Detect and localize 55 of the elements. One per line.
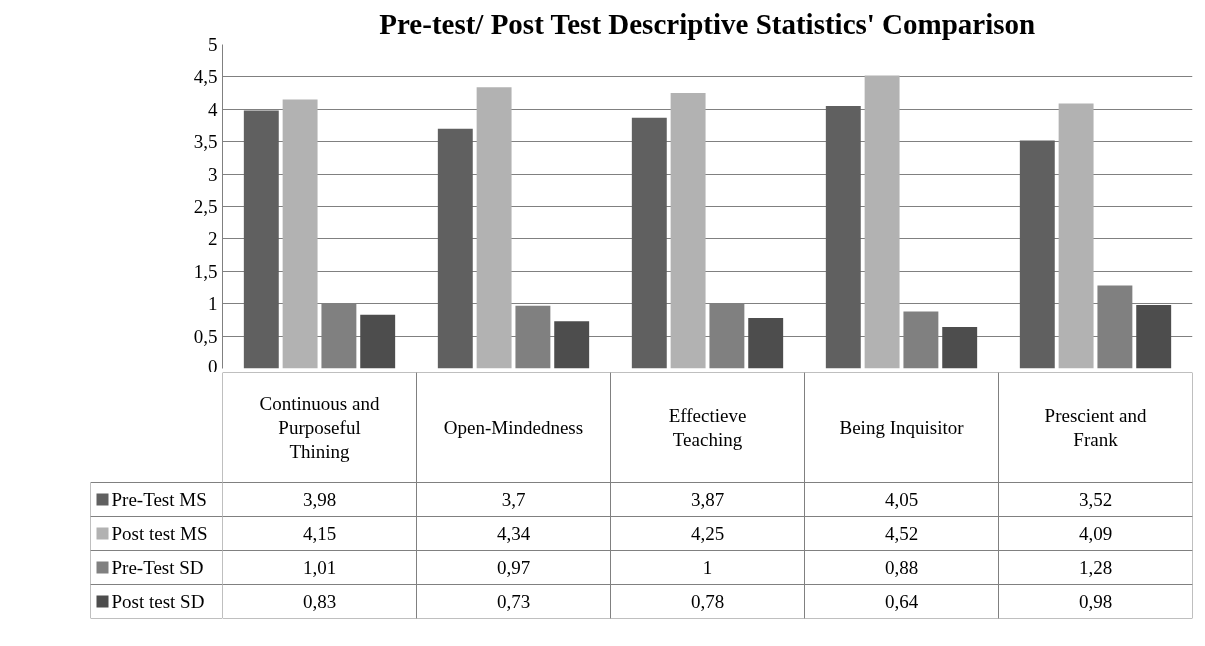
x-tick-label: Continuous and Purposeful Thining (259, 392, 380, 463)
legend-label: Pre-Test SD (111, 557, 204, 578)
bar (864, 75, 900, 369)
data-label: 4,15 (302, 523, 337, 544)
bar (748, 317, 784, 369)
y-tick-label: 1,5 (193, 260, 218, 282)
y-tick-label: 4,5 (193, 66, 218, 88)
data-label: 0,73 (496, 591, 531, 612)
bar (476, 87, 512, 369)
y-tick-label: 2 (208, 228, 218, 250)
y-tick-label: 3 (208, 163, 218, 185)
x-tick-label: Effectieve Teaching (668, 404, 747, 451)
y-tick-label: 0,5 (193, 325, 218, 347)
y-tick-label: 4 (208, 98, 218, 120)
data-label: 4,34 (496, 523, 531, 544)
bar (360, 314, 396, 369)
data-label: 4,05 (884, 489, 919, 510)
legend-label: Pre-Test MS (111, 489, 207, 510)
chart-title: Pre-test/ Post Test Descriptive Statistics' Comparison (379, 7, 1036, 40)
data-label: 4,52 (884, 523, 919, 544)
data-label: 1,01 (302, 557, 337, 578)
x-tick-label: Being Inquisitor (839, 417, 965, 438)
y-tick-label: 0 (208, 355, 218, 377)
data-label: 0,83 (302, 591, 337, 612)
bar (1058, 103, 1094, 369)
bar (554, 321, 590, 369)
data-label: 0,64 (884, 591, 919, 612)
y-tick-label: 1 (208, 293, 218, 315)
bar (437, 128, 473, 369)
data-label: 0,88 (884, 557, 919, 578)
bar (1136, 305, 1172, 369)
y-tick-label: 2,5 (193, 196, 218, 217)
x-tick-label: Prescient and Frank (1044, 404, 1147, 451)
data-label: 1 (702, 557, 713, 578)
bar (631, 117, 667, 369)
x-tick-label: Open-Mindedness (443, 417, 584, 438)
legend-label: Post test MS (111, 523, 208, 544)
data-label: 3,52 (1078, 489, 1113, 510)
data-label: 3,98 (302, 489, 337, 510)
data-label: 3,7 (501, 489, 526, 510)
bar (243, 110, 279, 369)
bar (942, 327, 978, 369)
data-label: 4,25 (690, 523, 725, 544)
bar (825, 106, 861, 369)
data-label: 0,78 (690, 591, 725, 612)
data-label: 1,28 (1078, 557, 1113, 578)
bar (282, 99, 318, 369)
data-label: 0,98 (1078, 591, 1113, 612)
bar (670, 93, 706, 369)
data-label: 4,09 (1078, 523, 1113, 544)
bar (1019, 140, 1055, 369)
data-label: 0,97 (496, 557, 531, 578)
y-tick-label: 3,5 (193, 131, 218, 153)
y-tick-label: 5 (208, 34, 218, 55)
data-label: 3,87 (690, 489, 725, 510)
